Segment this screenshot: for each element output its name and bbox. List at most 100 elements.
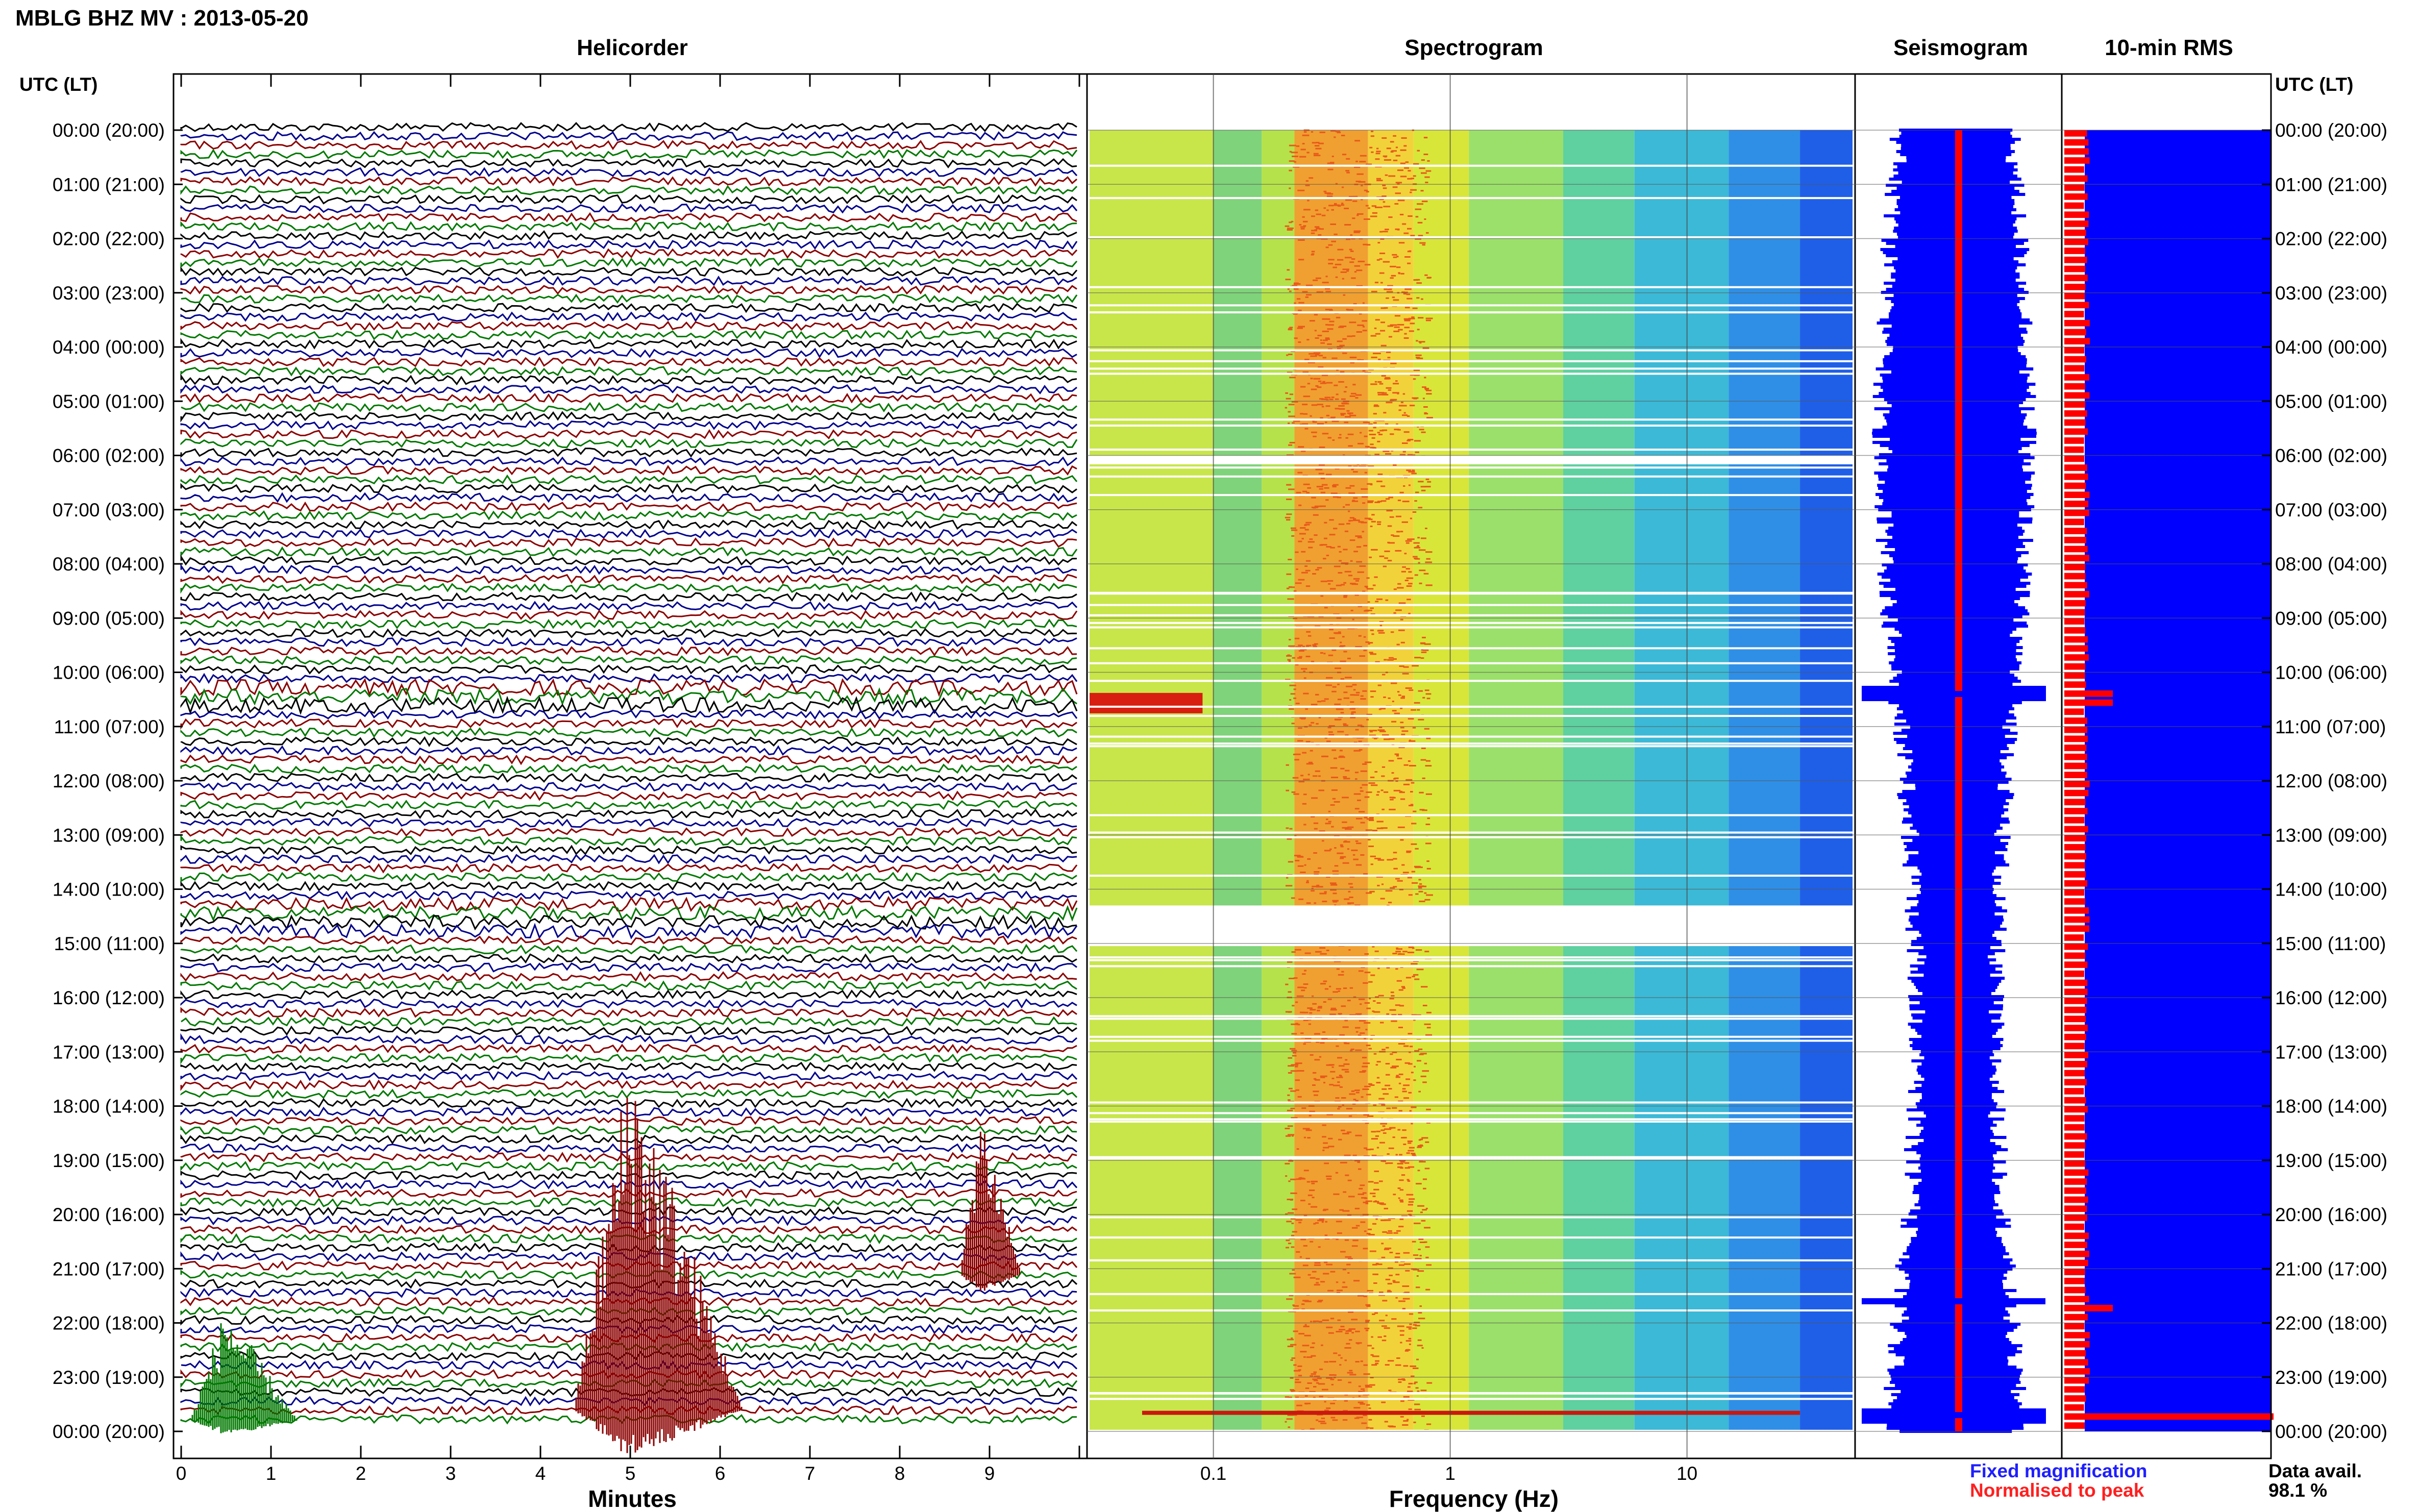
helicorder-trace bbox=[180, 519, 1077, 530]
helicorder-trace bbox=[180, 554, 1077, 566]
helicorder-trace bbox=[180, 827, 1077, 837]
helicorder-trace bbox=[180, 528, 1077, 539]
helicorder-trace bbox=[180, 896, 1078, 912]
time-label-right: 05:00 (01:00) bbox=[2275, 391, 2387, 412]
time-label-right: 08:00 (04:00) bbox=[2275, 554, 2387, 575]
rms-bar bbox=[2064, 654, 2089, 661]
helicorder-trace bbox=[180, 935, 1077, 946]
rms-bar bbox=[2064, 1205, 2087, 1212]
helicorder-trace bbox=[180, 384, 1077, 394]
helicorder-trace bbox=[180, 800, 1077, 810]
helicorder-trace bbox=[180, 1134, 1077, 1145]
helicorder-trace bbox=[180, 618, 1077, 630]
time-label-right: 07:00 (03:00) bbox=[2275, 500, 2387, 520]
rms-bar bbox=[2064, 789, 2089, 797]
frequency-tick-label: 1 bbox=[1445, 1463, 1455, 1484]
helicorder-trace bbox=[180, 510, 1077, 521]
rms-bar bbox=[2064, 184, 2085, 191]
rms-bar bbox=[2064, 528, 2087, 534]
rms-bar bbox=[2064, 826, 2088, 833]
helicorder-trace bbox=[180, 1098, 1077, 1108]
helicorder-trace bbox=[180, 230, 1077, 241]
rms-bar bbox=[2064, 220, 2089, 227]
helicorder-trace bbox=[180, 673, 1078, 684]
rms-bar bbox=[2064, 130, 2087, 137]
helicorder-event bbox=[575, 1097, 743, 1453]
minute-tick-label: 5 bbox=[625, 1463, 636, 1484]
rms-bar bbox=[2064, 745, 2087, 751]
time-label-left: 05:00 (01:00) bbox=[53, 391, 165, 412]
rms-bar bbox=[2064, 455, 2085, 462]
time-label-right: 03:00 (23:00) bbox=[2275, 283, 2387, 304]
helicorder-trace bbox=[180, 158, 1077, 168]
data-availability-value: 98.1 % bbox=[2268, 1480, 2327, 1501]
chart-title: MBLG BHZ MV : 2013-05-20 bbox=[15, 6, 309, 31]
helicorder-trace bbox=[180, 601, 1078, 611]
rms-bar bbox=[2064, 690, 2113, 697]
rms-bar bbox=[2064, 365, 2085, 372]
rms-bar bbox=[2064, 419, 2086, 426]
right-time-labels: 00:00 (20:00) 01:00 (21:00) 02:00 (22:00) 0… bbox=[2275, 120, 2387, 1442]
rms-bar bbox=[2064, 229, 2086, 236]
time-label-right: 14:00 (10:00) bbox=[2275, 879, 2387, 900]
helicorder-trace bbox=[180, 1071, 1078, 1081]
helicorder-trace bbox=[180, 889, 1077, 901]
rms-bar bbox=[2064, 609, 2085, 616]
helicorder-trace bbox=[180, 1033, 1077, 1045]
helicorder-trace bbox=[180, 953, 1077, 964]
helicorder-trace bbox=[180, 348, 1077, 359]
helicorder-trace bbox=[180, 763, 1077, 774]
rms-bar bbox=[2064, 1178, 2087, 1185]
rms-bar bbox=[2064, 781, 2090, 787]
rms-bar bbox=[2064, 898, 2085, 905]
time-label-left: 22:00 (18:00) bbox=[53, 1313, 165, 1334]
helicorder-trace bbox=[180, 1125, 1077, 1136]
rms-bar bbox=[2064, 717, 2087, 724]
rms-bar bbox=[2064, 862, 2085, 869]
rms-bar bbox=[2064, 1413, 2274, 1420]
time-label-right: 12:00 (08:00) bbox=[2275, 771, 2387, 791]
helicorder-trace bbox=[180, 1106, 1077, 1118]
rms-bar bbox=[2064, 238, 2088, 245]
rms-bar bbox=[2064, 889, 2085, 896]
time-label-right: 01:00 (21:00) bbox=[2275, 174, 2387, 195]
minutes-axis-label: Minutes bbox=[588, 1485, 677, 1512]
rms-bar bbox=[2064, 998, 2087, 1004]
helicorder-trace bbox=[180, 998, 1077, 1009]
minute-tick-label: 3 bbox=[446, 1463, 456, 1484]
rms-bar bbox=[2064, 1196, 2088, 1203]
seismogram-spike bbox=[1862, 691, 2045, 697]
spectrogram-title: Spectrogram bbox=[1404, 35, 1543, 60]
time-label-left: 00:00 (20:00) bbox=[53, 1421, 165, 1442]
rms-bar bbox=[2064, 1006, 2087, 1013]
rms-bar bbox=[2064, 347, 2085, 354]
rms-bar bbox=[2064, 383, 2085, 390]
rms-bar bbox=[2064, 157, 2090, 164]
rms-bar bbox=[2064, 726, 2088, 733]
rms-bar bbox=[2064, 1277, 2085, 1284]
helicorder-trace bbox=[180, 483, 1077, 494]
rms-bar bbox=[2064, 437, 2084, 444]
rms-bar bbox=[2064, 356, 2086, 363]
time-label-left: 19:00 (15:00) bbox=[53, 1150, 165, 1171]
rms-bar bbox=[2064, 627, 2086, 634]
helicorder-trace bbox=[180, 817, 1077, 828]
helicorder-trace bbox=[180, 696, 1078, 715]
helicorder-trace bbox=[180, 1025, 1077, 1036]
helicorder-traces bbox=[180, 121, 1078, 1453]
helicorder-trace bbox=[180, 456, 1077, 466]
helicorder-trace bbox=[180, 1143, 1077, 1154]
rms-bar bbox=[2064, 446, 2084, 453]
helicorder-trace bbox=[180, 320, 1078, 331]
rms-bar bbox=[2064, 473, 2088, 480]
rms-bar bbox=[2064, 808, 2088, 814]
helicorder-trace bbox=[180, 121, 1077, 133]
rms-bar bbox=[2064, 1124, 2085, 1131]
rms-bar bbox=[2064, 672, 2085, 679]
rms-bar bbox=[2064, 410, 2087, 417]
data-layer bbox=[180, 121, 2274, 1453]
helicorder-trace bbox=[180, 971, 1077, 982]
minute-tick-label: 0 bbox=[176, 1463, 187, 1484]
rms-bar bbox=[2064, 835, 2087, 841]
